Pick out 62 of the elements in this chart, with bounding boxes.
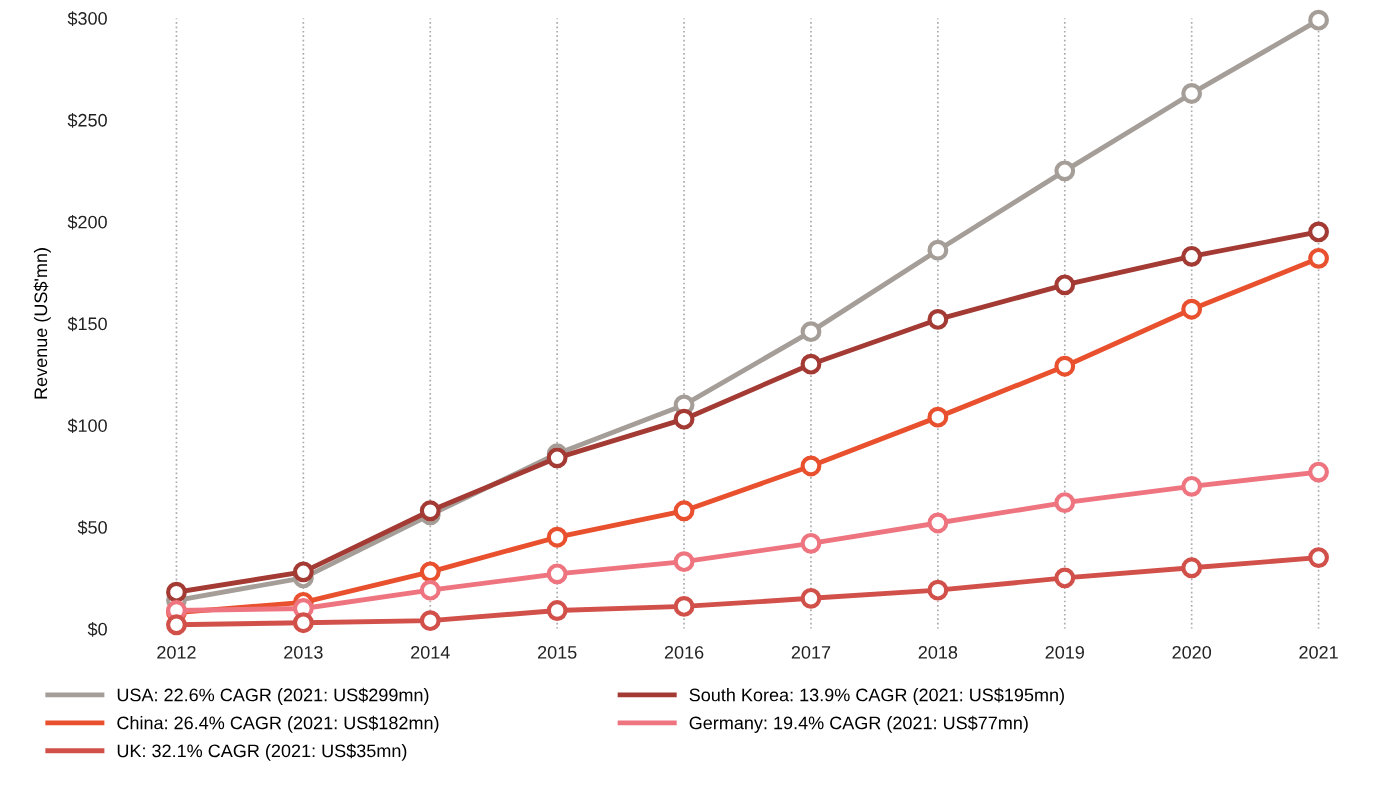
point <box>800 455 822 477</box>
point <box>800 532 822 554</box>
point <box>1054 355 1076 377</box>
point <box>419 579 441 601</box>
point <box>1054 567 1076 589</box>
point <box>1181 475 1203 497</box>
y-tick-label: $250 <box>67 113 107 128</box>
y-tick-label: $200 <box>67 214 107 230</box>
y-tick-label: $0 <box>87 622 107 637</box>
point <box>927 406 949 428</box>
point <box>800 321 822 343</box>
point <box>166 581 187 603</box>
x-tick-label: 2016 <box>664 645 704 659</box>
point <box>292 612 314 634</box>
y-tick-label: $150 <box>67 316 107 332</box>
point <box>927 579 949 601</box>
legend-label: UK: 32.1% CAGR (2021: US$35mn) <box>117 743 407 761</box>
point <box>419 561 441 583</box>
point <box>673 551 695 573</box>
point <box>1308 9 1329 31</box>
point <box>800 587 822 609</box>
x-tick-label: 2020 <box>1172 645 1212 659</box>
x-tick-label: 2019 <box>1045 645 1084 659</box>
point <box>1181 245 1203 267</box>
point <box>1054 492 1076 514</box>
point <box>673 596 695 617</box>
point <box>1181 298 1203 320</box>
x-tick-label: 2012 <box>157 645 196 659</box>
point <box>1308 247 1329 269</box>
x-tick-label: 2014 <box>411 645 450 659</box>
legend-label: Germany: 19.4% CAGR (2021: US$77mn) <box>689 715 1028 733</box>
legend-label: USA: 22.6% CAGR (2021: US$299mn) <box>117 687 429 705</box>
point <box>673 408 695 430</box>
x-tick-label: 2013 <box>284 645 323 659</box>
point <box>1054 160 1076 182</box>
point <box>292 561 314 583</box>
point <box>800 353 822 375</box>
y-axis-title: Revenue (US$'mn) <box>33 248 51 399</box>
x-tick-label: 2018 <box>918 645 958 659</box>
point <box>1181 83 1203 104</box>
y-tick-label: $50 <box>77 520 107 535</box>
point <box>927 239 949 261</box>
point <box>1308 461 1329 483</box>
point <box>1181 557 1203 579</box>
x-tick-label: 2015 <box>537 645 577 659</box>
point <box>673 500 695 522</box>
point <box>166 614 187 636</box>
point <box>546 563 568 585</box>
point <box>546 526 568 548</box>
y-tick-label: $300 <box>67 11 107 26</box>
y-tick-label: $100 <box>67 418 107 434</box>
x-tick-label: 2021 <box>1299 645 1338 659</box>
legend-label: China: 26.4% CAGR (2021: US$182mn) <box>117 715 439 733</box>
point <box>1054 274 1076 296</box>
point <box>1308 547 1329 569</box>
point <box>927 309 949 330</box>
point <box>546 600 568 621</box>
legend-label: South Korea: 13.9% CAGR (2021: US$195mn) <box>689 687 1064 705</box>
x-tick-label: 2017 <box>791 645 831 659</box>
point <box>927 512 949 534</box>
point <box>1308 221 1329 243</box>
point <box>419 610 441 632</box>
